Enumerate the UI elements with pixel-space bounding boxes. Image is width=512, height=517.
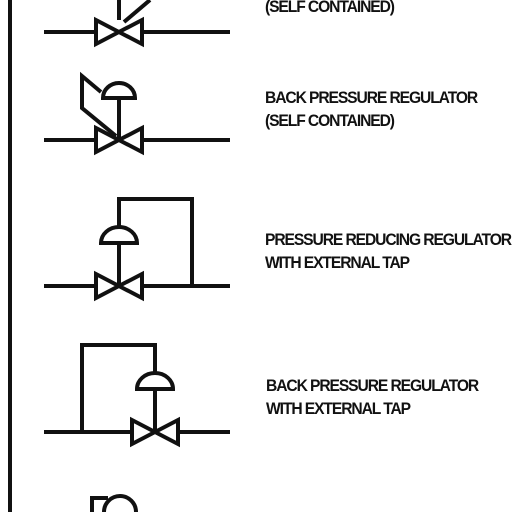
label-line: BACK PRESSURE REGULATOR — [266, 376, 479, 395]
sensing-line — [122, 0, 152, 24]
regulator-symbol-1 — [44, 0, 230, 48]
sensing-line — [80, 71, 118, 138]
regulator-label-2: BACK PRESSURE REGULATOR (SELF CONTAINED) — [265, 86, 478, 132]
diaphragm-actuator — [134, 371, 176, 391]
regulator-symbol-2 — [44, 71, 230, 156]
regulator-label-3: PRESSURE REDUCING REGULATOR WITH EXTERNA… — [265, 228, 512, 274]
regulator-label-4: BACK PRESSURE REGULATOR WITH EXTERNAL TA… — [266, 374, 479, 420]
regulator-symbol-3 — [44, 197, 230, 302]
regulator-label-1: (SELF CONTAINED) — [265, 0, 395, 18]
sensing-line — [90, 496, 108, 512]
label-line: PRESSURE REDUCING REGULATOR — [265, 230, 512, 249]
label-line: (SELF CONTAINED) — [265, 111, 395, 130]
diaphragm-actuator — [102, 494, 138, 513]
valve-body — [94, 270, 144, 302]
regulator-symbol-5 — [90, 494, 138, 513]
label-line: (SELF CONTAINED) — [265, 0, 395, 16]
label-line: BACK PRESSURE REGULATOR — [265, 88, 478, 107]
valve-body — [94, 16, 144, 48]
label-line: WITH EXTERNAL TAP — [266, 399, 411, 418]
external-tap-line — [117, 197, 194, 286]
valve-body — [130, 416, 180, 448]
regulator-symbol-4 — [44, 343, 230, 448]
diaphragm-actuator — [100, 81, 138, 100]
diaphragm-actuator — [98, 225, 140, 245]
valve-body — [94, 124, 144, 156]
label-line: WITH EXTERNAL TAP — [265, 253, 410, 272]
external-tap-line — [80, 343, 157, 432]
